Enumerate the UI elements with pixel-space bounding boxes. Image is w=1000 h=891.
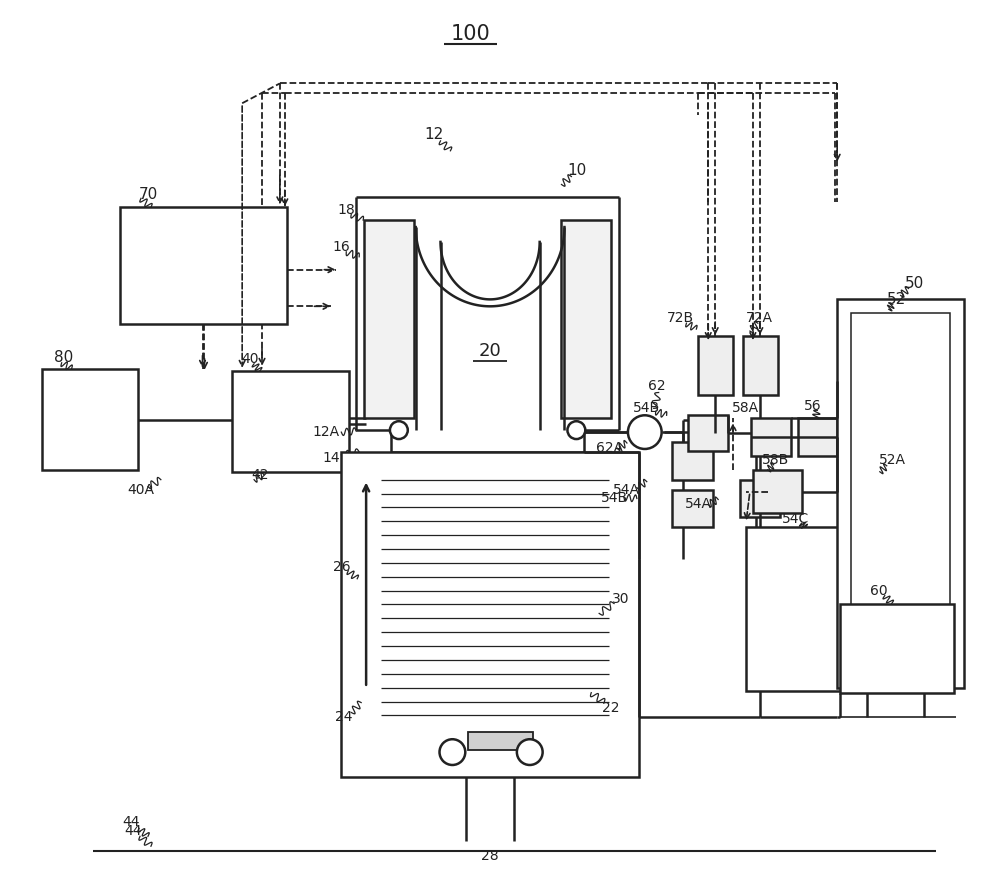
Text: 62A: 62A <box>596 441 623 455</box>
Bar <box>837 299 964 688</box>
Text: 12: 12 <box>424 127 443 143</box>
Text: 100: 100 <box>450 24 490 44</box>
Text: 54B: 54B <box>600 491 628 504</box>
Circle shape <box>440 740 465 765</box>
Text: 56: 56 <box>804 399 821 413</box>
Text: 62: 62 <box>648 379 665 393</box>
Text: 40: 40 <box>241 352 259 366</box>
Bar <box>851 314 950 674</box>
Text: 26: 26 <box>333 560 350 574</box>
Bar <box>753 470 802 513</box>
Bar <box>740 479 780 518</box>
Bar <box>751 418 791 456</box>
Circle shape <box>628 415 662 449</box>
Text: 12A: 12A <box>313 425 340 439</box>
Text: 60: 60 <box>870 584 888 598</box>
Bar <box>688 415 728 451</box>
Text: 42: 42 <box>251 468 269 482</box>
Text: 40A: 40A <box>128 483 155 496</box>
Bar <box>468 732 533 750</box>
Bar <box>232 371 349 471</box>
Text: 52: 52 <box>887 292 906 307</box>
Text: 20: 20 <box>479 342 501 360</box>
Text: 72A: 72A <box>746 311 773 325</box>
Bar <box>561 220 611 418</box>
Text: 18: 18 <box>337 203 355 217</box>
Text: 54B: 54B <box>633 401 660 415</box>
Text: 16: 16 <box>332 240 350 254</box>
Bar <box>798 418 837 456</box>
Text: 44: 44 <box>122 815 140 830</box>
Bar <box>364 220 414 418</box>
Text: 14: 14 <box>323 451 340 465</box>
Bar <box>341 452 639 777</box>
Bar <box>743 336 778 396</box>
Text: 22: 22 <box>602 700 620 715</box>
Text: 30: 30 <box>612 592 630 606</box>
Text: 54A: 54A <box>612 483 639 496</box>
Bar <box>840 603 954 692</box>
Text: 10: 10 <box>568 163 587 178</box>
Circle shape <box>567 421 585 439</box>
Text: 54A: 54A <box>685 497 712 511</box>
Bar <box>672 489 713 527</box>
Text: 50: 50 <box>905 276 924 291</box>
Text: 54C: 54C <box>782 512 809 527</box>
Text: 28: 28 <box>481 849 499 863</box>
Text: 44: 44 <box>124 824 142 838</box>
Bar <box>698 336 733 396</box>
Bar <box>672 442 713 479</box>
Bar <box>42 369 138 470</box>
Circle shape <box>517 740 543 765</box>
Text: 58A: 58A <box>732 401 759 415</box>
Text: 80: 80 <box>54 350 73 365</box>
Circle shape <box>390 421 408 439</box>
Text: 58B: 58B <box>762 453 789 467</box>
Text: 52A: 52A <box>879 453 906 467</box>
Text: 70: 70 <box>138 187 158 202</box>
Text: 72B: 72B <box>667 311 694 325</box>
Bar <box>746 527 855 691</box>
Bar <box>120 208 287 324</box>
Text: 24: 24 <box>335 710 352 724</box>
